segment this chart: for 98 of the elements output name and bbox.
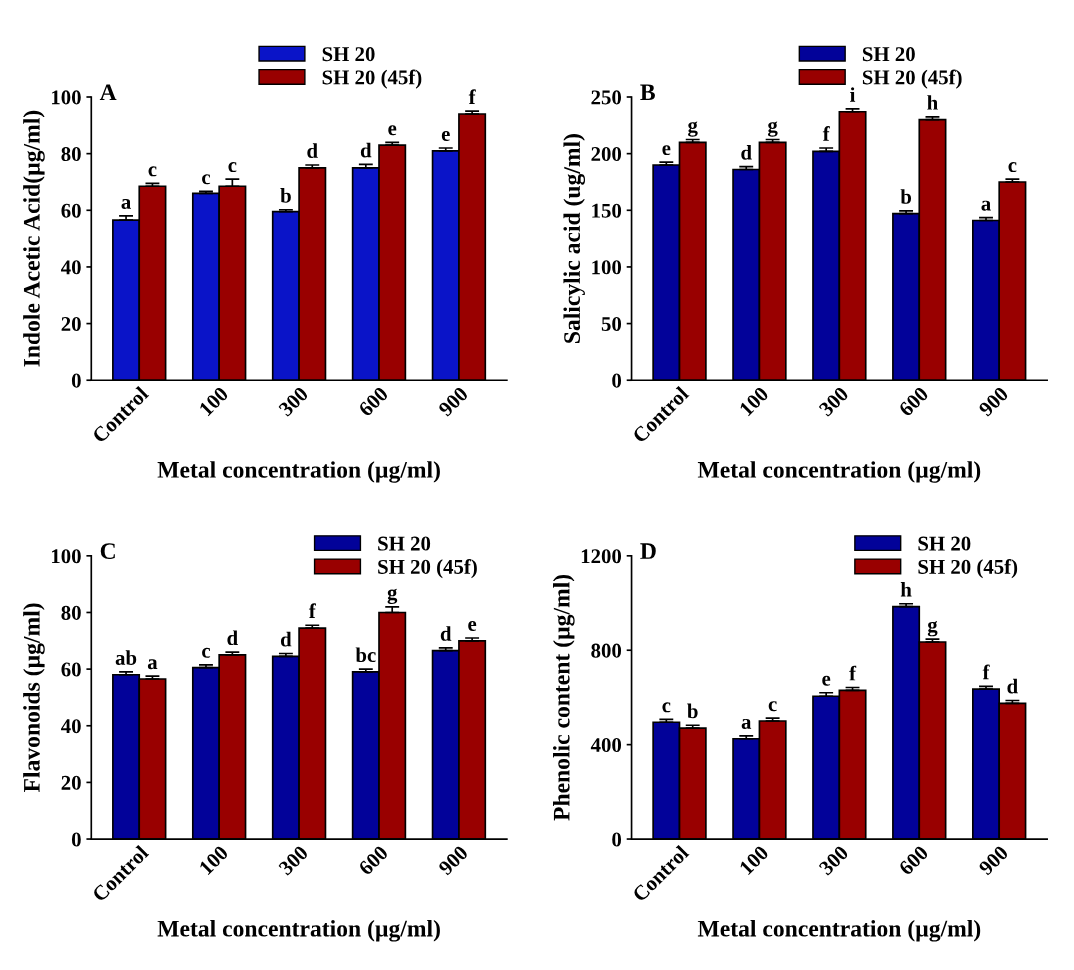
x-axis-title: Metal concentration (µg/ml) [697,461,981,483]
legend-label: SH 20 (45f) [862,69,962,89]
y-tick-label: 1200 [581,549,622,564]
y-tick-label: 150 [592,203,622,218]
y-tick-label: 20 [61,316,81,332]
data-label: d [227,630,238,646]
data-label: f [308,603,316,618]
legend-label: SH 20 (45f) [378,559,477,579]
y-tick-label: 0 [71,373,81,388]
data-label: e [441,130,450,141]
y-tick-label: 0 [71,832,81,847]
data-label: d [307,143,318,158]
y-tick-label: 800 [591,643,622,658]
y-tick-label: 0 [612,373,622,388]
data-label: a [121,198,131,209]
data-label: f [822,126,830,141]
legend-label: SH 20 [322,47,375,62]
y-tick-label: 50 [601,316,622,332]
legend-label: SH 20 [918,536,971,551]
y-tick-label: 80 [61,605,81,620]
x-tick-label: 900 [977,844,1009,876]
y-tick-label: 80 [61,147,81,162]
data-label: ab [115,650,137,665]
data-label: h [900,582,912,597]
x-axis-title: Metal concentration (µg/ml) [157,920,440,942]
y-tick-label: 100 [592,260,622,275]
data-label: bc [355,647,376,663]
data-label: d [360,142,372,158]
y-tick-label: 40 [61,260,81,275]
data-label: g [767,121,778,137]
y-tick-label: 20 [61,775,81,790]
data-label: e [662,145,671,156]
data-label: c [202,174,211,185]
y-tick-label: 40 [61,719,81,734]
chart-title: D [640,543,656,559]
y-tick-label: 200 [591,147,622,162]
data-label: c [1008,162,1017,173]
x-tick-label: 100 [198,844,229,876]
data-label: g [927,621,938,637]
x-tick-label: 100 [198,386,229,417]
data-label: d [280,631,292,647]
chart-title: B [640,84,655,101]
data-label: a [741,718,752,729]
x-tick-label: 300 [818,386,850,417]
data-label: g [688,121,698,137]
x-axis-title: Metal concentration (µg/ml) [697,920,981,942]
y-tick-label: 60 [61,662,81,677]
x-tick-label: 600 [357,844,389,876]
legend-label: SH 20 (45f) [918,559,1018,579]
data-label: b [900,189,912,204]
data-label: d [741,145,752,160]
data-label: b [280,188,291,203]
data-label: b [687,703,698,719]
x-tick-label: 300 [818,844,850,876]
data-label: i [850,87,856,102]
x-tick-label: 300 [277,386,309,417]
y-tick-label: 400 [590,738,622,753]
data-label: f [849,665,857,681]
x-tick-label: 600 [357,386,389,418]
legend-label: SH 20 [862,47,915,62]
x-tick-label: 900 [437,386,469,418]
x-tick-label: 900 [437,844,469,876]
data-label: a [981,200,991,211]
y-tick-label: 100 [51,90,81,105]
y-tick-label: 250 [591,90,622,105]
data-label: c [148,166,157,177]
data-label: f [468,89,476,104]
data-label: d [1007,678,1018,694]
x-tick-label: 600 [898,386,930,418]
legend-label: SH 20 [378,536,431,551]
chart-title: A [99,84,117,100]
y-tick-label: 100 [51,549,81,564]
data-label: e [822,675,831,686]
y-tick-label: 60 [61,203,81,218]
data-label: c [202,647,211,658]
legend-label: SH 20 (45f) [322,69,422,89]
y-tick-label: 0 [612,832,622,847]
y-axis-title: Phenolic content (µg/ml) [553,574,575,821]
data-label: g [387,588,398,605]
data-label: d [440,626,452,641]
x-tick-label: 600 [898,844,930,876]
data-label: c [662,702,671,713]
data-label: e [468,620,477,631]
chart-title: C [100,543,115,560]
x-axis-title: Metal concentration (µg/ml) [157,461,440,483]
y-axis-title: Salicylic acid (ug/ml) [563,134,586,343]
x-tick-label: 100 [738,844,770,876]
data-label: c [228,162,237,173]
data-label: e [388,125,397,136]
data-label: f [982,664,990,680]
data-label: a [147,659,158,670]
x-tick-label: 900 [977,386,1009,418]
data-label: h [927,95,938,110]
y-axis-title: Indole Acetic Acid(µg/ml) [23,110,45,367]
data-label: c [768,701,777,712]
x-tick-label: 100 [738,386,770,417]
x-tick-label: 300 [277,844,309,876]
y-axis-title: Flavonoids (µg/ml) [23,603,45,793]
